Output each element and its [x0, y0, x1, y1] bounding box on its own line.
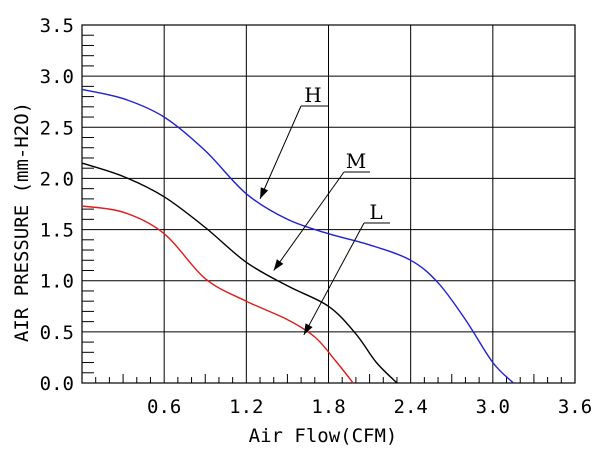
minor-ticks [82, 34, 562, 383]
callout-m: M [273, 149, 370, 271]
series-line-m [81, 162, 398, 384]
y-tick-label: 3.5 [40, 15, 74, 37]
x-axis-title: Air Flow(CFM) [249, 425, 398, 447]
series-layer [81, 88, 514, 384]
series-line-h [81, 88, 514, 384]
tick-labels: 0.6 1.2 1.8 2.4 3.0 3.6 0.0 0.5 1.0 1.5 2.0 2.5 3.0 3… [40, 15, 592, 418]
x-tick-label: 1.2 [229, 396, 263, 418]
callout-label: H [304, 83, 321, 107]
y-tick-label: 3.0 [40, 66, 74, 88]
y-tick-label: 0.5 [40, 322, 74, 344]
y-tick-label: 2.0 [40, 168, 74, 190]
callout-label: L [369, 200, 382, 224]
x-tick-label: 3.0 [476, 396, 510, 418]
grid-layer [81, 24, 576, 384]
annotation-layer: H M L [259, 83, 390, 336]
x-tick-label: 1.8 [311, 396, 345, 418]
x-tick-label: 3.6 [558, 396, 592, 418]
y-tick-label: 0.0 [40, 373, 74, 395]
y-axis-title: AIR PRESSURE (mm-H2O) [11, 102, 33, 342]
series-line-l [81, 205, 354, 384]
callout-h: H [259, 83, 328, 200]
callout-leader [303, 222, 365, 336]
callout-leader [259, 105, 302, 200]
callout-leader [273, 171, 345, 271]
y-tick-label: 2.5 [40, 117, 74, 139]
callout-l: L [303, 200, 390, 336]
x-tick-label: 2.4 [394, 396, 428, 418]
callout-arrowhead [260, 187, 269, 199]
y-tick-label: 1.5 [40, 220, 74, 242]
y-tick-label: 1.0 [40, 271, 74, 293]
callout-arrowhead [273, 259, 284, 271]
callout-label: M [346, 149, 366, 173]
x-tick-label: 0.6 [147, 396, 181, 418]
callout-arrowhead [303, 323, 313, 335]
